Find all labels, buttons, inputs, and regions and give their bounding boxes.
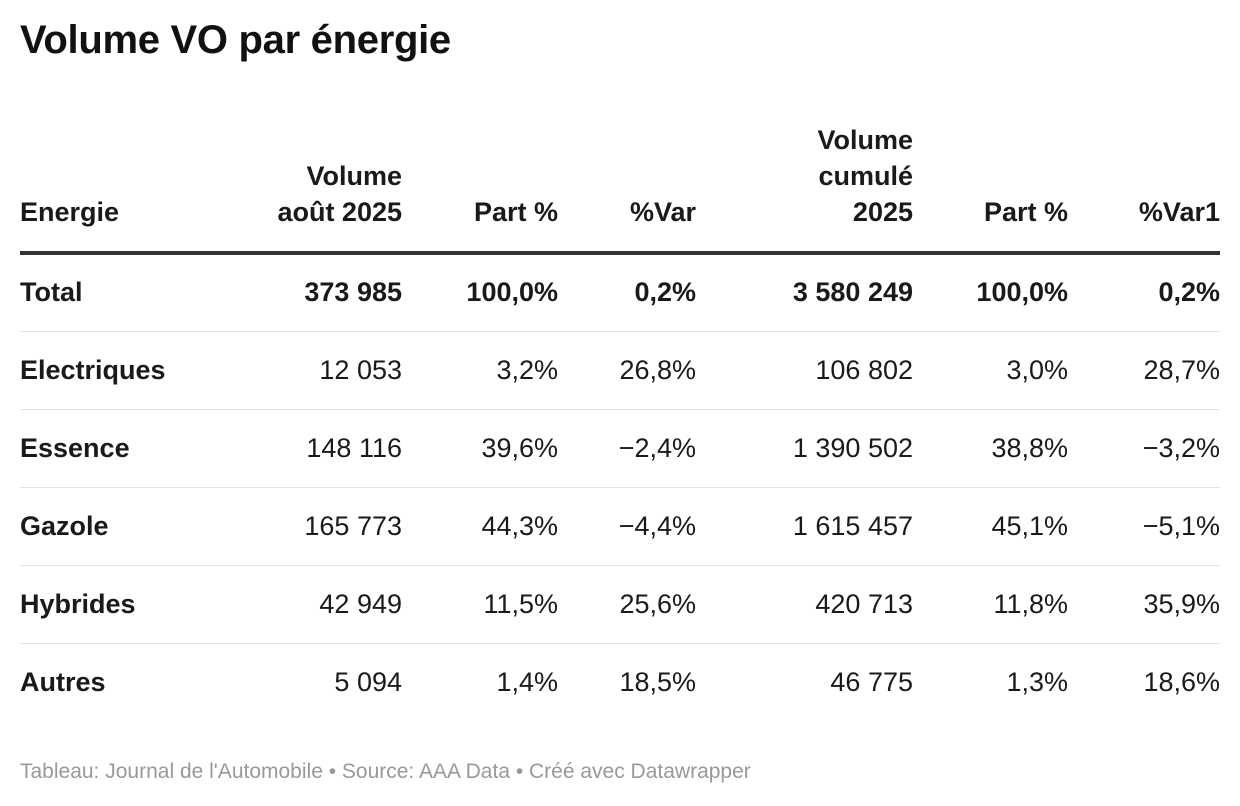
- cell-volume-cumule: 3 580 249: [696, 253, 913, 332]
- cell-var1: 35,9%: [1068, 565, 1220, 644]
- cell-part-cumule: 1,3%: [1006, 666, 1068, 697]
- header-volume-aout-line-2: août 2025: [277, 197, 402, 227]
- header-var1-label: %Var1: [1138, 197, 1220, 227]
- cell-part: 44,3%: [402, 487, 558, 566]
- cell-part-cumule: 38,8%: [913, 409, 1068, 488]
- cell-volume-aout: 42 949: [228, 565, 402, 644]
- table-row-essence: Essence 148 116 39,6% −2,4% 1 390 502 38…: [20, 409, 1220, 488]
- cell-part: 1,4%: [496, 666, 558, 697]
- header-energie[interactable]: Energie: [20, 122, 228, 255]
- cell-var: 0,2%: [558, 253, 696, 332]
- cell-energie: Total: [20, 253, 228, 332]
- cell-part: 11,5%: [402, 565, 558, 644]
- header-volume-cumule-line-3: 2025: [852, 197, 913, 227]
- header-volume-cumule-line-2: cumulé: [818, 161, 913, 191]
- cell-part: 3,2%: [402, 331, 558, 410]
- cell-volume-aout: 5 094: [334, 666, 402, 697]
- header-row: Energie Volume août 2025 Part % %Var Vol…: [20, 122, 1220, 255]
- header-volume-cumule-line-1: Volume: [817, 125, 913, 155]
- cell-var: 26,8%: [558, 331, 696, 410]
- chart-title: Volume VO par énergie: [20, 18, 451, 62]
- cell-var1: −5,1%: [1068, 487, 1220, 566]
- cell-volume-cumule: 420 713: [696, 565, 913, 644]
- cell-part-cumule: 11,8%: [913, 565, 1068, 644]
- cell-volume-aout: 148 116: [228, 409, 402, 488]
- header-volume-aout-2025[interactable]: Volume août 2025: [228, 122, 402, 255]
- header-volume-aout-line-1: Volume: [306, 161, 402, 191]
- table-row-gazole: Gazole 165 773 44,3% −4,4% 1 615 457 45,…: [20, 487, 1220, 566]
- cell-energie: Autres: [20, 666, 106, 697]
- cell-energie: Electriques: [20, 331, 228, 410]
- table-row-electriques: Electriques 12 053 3,2% 26,8% 106 802 3,…: [20, 331, 1220, 410]
- cell-part-cumule: 3,0%: [913, 331, 1068, 410]
- cell-volume-aout: 165 773: [228, 487, 402, 566]
- cell-volume-aout: 12 053: [228, 331, 402, 410]
- header-energie-label: Energie: [20, 197, 120, 227]
- cell-var1: 18,6%: [1143, 666, 1220, 697]
- header-var-label: %Var: [629, 197, 696, 227]
- header-part-cumule[interactable]: Part %: [913, 122, 1068, 255]
- cell-part: 39,6%: [402, 409, 558, 488]
- table-header: Energie Volume août 2025 Part % %Var Vol…: [20, 122, 1220, 255]
- header-part-label: Part %: [473, 197, 558, 227]
- cell-energie: Essence: [20, 409, 228, 488]
- table-row-autres: Autres 5 094 1,4% 18,5% 46 775 1,3% 18,6…: [20, 643, 1220, 721]
- header-part-cumule-label: Part %: [983, 197, 1068, 227]
- cell-volume-cumule: 106 802: [696, 331, 913, 410]
- table-body: Total 373 985 100,0% 0,2% 3 580 249 100,…: [20, 253, 1220, 721]
- table-row-total: Total 373 985 100,0% 0,2% 3 580 249 100,…: [20, 253, 1220, 332]
- table-row-hybrides: Hybrides 42 949 11,5% 25,6% 420 713 11,8…: [20, 565, 1220, 644]
- cell-var1: 28,7%: [1068, 331, 1220, 410]
- header-volume-cumule-2025[interactable]: Volume cumulé 2025: [696, 122, 913, 255]
- cell-var: 25,6%: [558, 565, 696, 644]
- cell-var1: −3,2%: [1068, 409, 1220, 488]
- cell-var1: 0,2%: [1068, 253, 1220, 332]
- cell-var: 18,5%: [619, 666, 696, 697]
- cell-var: −2,4%: [558, 409, 696, 488]
- cell-part: 100,0%: [402, 253, 558, 332]
- cell-part-cumule: 100,0%: [913, 253, 1068, 332]
- header-var[interactable]: %Var: [558, 122, 696, 255]
- data-table: Energie Volume août 2025 Part % %Var Vol…: [20, 122, 1220, 721]
- cell-energie: Hybrides: [20, 565, 228, 644]
- header-var1[interactable]: %Var1: [1068, 122, 1220, 255]
- cell-part-cumule: 45,1%: [913, 487, 1068, 566]
- cell-volume-cumule: 1 615 457: [696, 487, 913, 566]
- cell-volume-aout: 373 985: [228, 253, 402, 332]
- source-footer: Tableau: Journal de l'Automobile • Sourc…: [20, 760, 751, 783]
- header-part[interactable]: Part %: [402, 122, 558, 255]
- cell-volume-cumule: 1 390 502: [696, 409, 913, 488]
- cell-energie: Gazole: [20, 487, 228, 566]
- cell-var: −4,4%: [558, 487, 696, 566]
- cell-volume-cumule: 46 775: [830, 666, 913, 697]
